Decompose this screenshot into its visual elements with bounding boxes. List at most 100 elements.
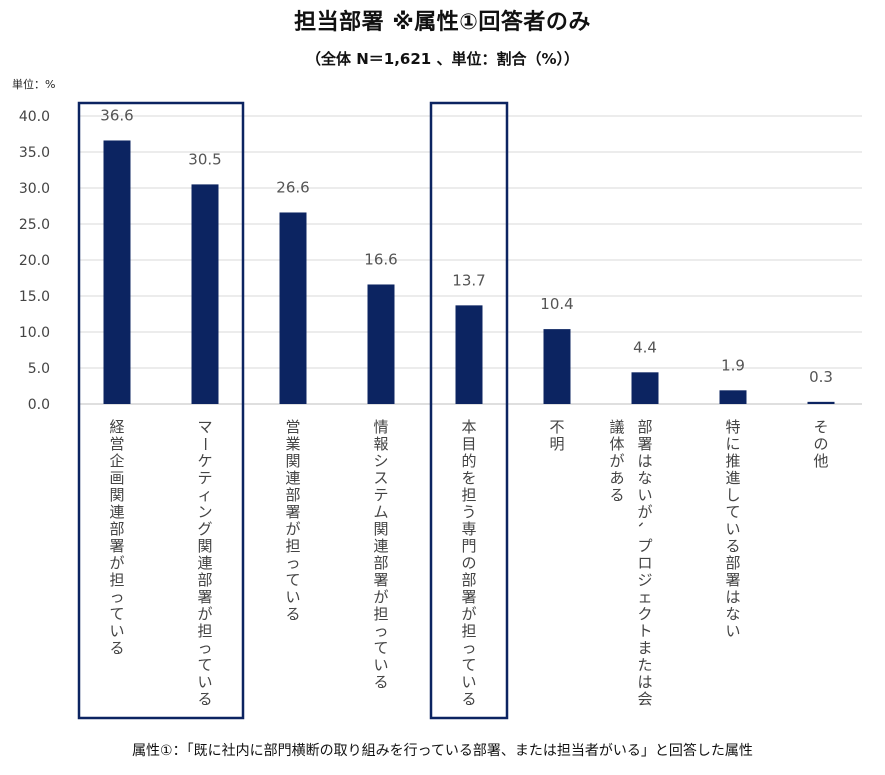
svg-text:っ: っ	[285, 554, 300, 572]
svg-text:担: 担	[109, 571, 124, 589]
svg-text:ク: ク	[637, 605, 652, 623]
svg-text:い: い	[373, 656, 388, 674]
y-tick-label: 20.0	[19, 253, 50, 269]
svg-text:て: て	[285, 571, 300, 589]
data-label: 16.6	[364, 250, 397, 268]
y-tick-label: 40.0	[19, 109, 50, 125]
data-label: 10.4	[540, 295, 573, 313]
bar	[455, 305, 483, 404]
svg-text:営: 営	[109, 435, 124, 453]
svg-text:署: 署	[725, 571, 740, 589]
svg-text:営: 営	[285, 418, 300, 436]
svg-text:関: 関	[109, 486, 124, 504]
svg-text:部: 部	[461, 571, 476, 589]
svg-text:部: 部	[197, 571, 212, 589]
svg-text:本: 本	[461, 418, 476, 436]
svg-text:マ: マ	[197, 418, 212, 436]
svg-text:進: 進	[725, 469, 740, 487]
svg-text:関: 関	[285, 452, 300, 470]
svg-text:が: が	[461, 605, 476, 623]
svg-text:を: を	[461, 469, 476, 487]
svg-text:シ: シ	[373, 452, 388, 470]
svg-text:ト: ト	[637, 622, 652, 640]
svg-text:う: う	[461, 503, 476, 521]
chart-title: 担当部署 ※属性①回答者のみ	[294, 10, 591, 35]
svg-text:部: 部	[373, 554, 388, 572]
bar	[279, 212, 307, 404]
svg-text:る: る	[285, 605, 300, 623]
chart-subtitle: （全体 N＝1,621 、単位：割合（%））	[306, 50, 579, 68]
svg-text:い: い	[285, 588, 300, 606]
data-label: 30.5	[188, 150, 221, 168]
svg-text:て: て	[725, 503, 740, 521]
y-tick-label: 15.0	[19, 289, 50, 305]
data-label: 4.4	[633, 338, 657, 356]
svg-text:が: が	[285, 520, 300, 538]
svg-text:署: 署	[637, 435, 652, 453]
svg-text:明: 明	[549, 435, 564, 453]
svg-text:い: い	[725, 520, 740, 538]
y-axis-unit-label: 単位：%	[12, 78, 56, 91]
y-tick-label: 5.0	[28, 361, 50, 377]
svg-text:特: 特	[725, 418, 740, 436]
svg-text:は: は	[637, 452, 652, 470]
svg-text:る: る	[609, 486, 624, 504]
svg-text:い: い	[637, 486, 652, 504]
svg-text:が: が	[197, 605, 212, 623]
svg-text:署: 署	[197, 588, 212, 606]
svg-text:プ: プ	[637, 537, 652, 555]
bar	[191, 184, 219, 404]
svg-text:体: 体	[609, 435, 624, 453]
data-label: 36.6	[100, 106, 133, 124]
svg-text:部: 部	[109, 520, 124, 538]
bar	[103, 140, 131, 405]
svg-text:ー: ー	[196, 436, 214, 451]
svg-text:て: て	[197, 656, 212, 674]
svg-text:署: 署	[373, 571, 388, 589]
svg-text:て: て	[109, 605, 124, 623]
svg-text:担: 担	[461, 486, 476, 504]
svg-text:の: の	[813, 435, 828, 453]
svg-text:連: 連	[285, 469, 300, 487]
x-tick-label: その他	[813, 418, 828, 470]
svg-text:い: い	[109, 622, 124, 640]
y-tick-label: 10.0	[19, 325, 50, 341]
svg-text:グ: グ	[197, 520, 212, 538]
bar	[367, 284, 395, 404]
svg-text:ま: ま	[637, 639, 652, 657]
svg-text:議: 議	[609, 418, 624, 436]
svg-text:ム: ム	[373, 503, 388, 521]
svg-text:経: 経	[109, 418, 124, 436]
svg-text:る: る	[373, 673, 388, 691]
svg-text:連: 連	[373, 537, 388, 555]
svg-text:ス: ス	[373, 469, 388, 487]
highlight-box	[77, 101, 245, 720]
svg-text:的: 的	[461, 452, 476, 470]
svg-text:ェ: ェ	[637, 588, 652, 606]
svg-text:は: は	[725, 588, 740, 606]
svg-text:が: が	[109, 554, 124, 572]
svg-text:あ: あ	[609, 469, 624, 487]
svg-text:担: 担	[285, 537, 300, 555]
svg-text:は: は	[637, 673, 652, 691]
svg-text:関: 関	[373, 520, 388, 538]
svg-text:、: 、	[636, 521, 654, 536]
highlight-box	[429, 101, 509, 720]
svg-text:署: 署	[285, 503, 300, 521]
svg-text:業: 業	[285, 435, 300, 453]
svg-text:て: て	[461, 656, 476, 674]
svg-text:る: る	[109, 639, 124, 657]
svg-text:連: 連	[109, 503, 124, 521]
svg-text:連: 連	[197, 554, 212, 572]
svg-text:に: に	[725, 435, 740, 453]
svg-text:が: が	[637, 503, 652, 521]
svg-text:署: 署	[461, 588, 476, 606]
svg-text:い: い	[461, 673, 476, 691]
y-tick-label: 0.0	[28, 397, 50, 413]
svg-text:署: 署	[109, 537, 124, 555]
